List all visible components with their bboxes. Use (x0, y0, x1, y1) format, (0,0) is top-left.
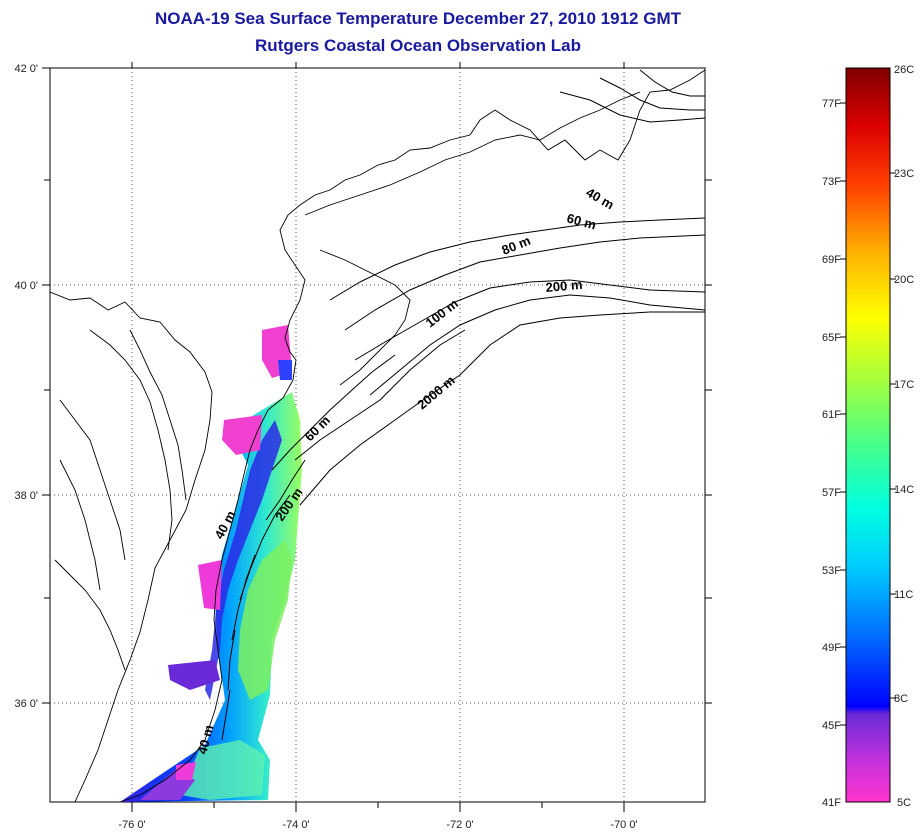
colorbar-c-label: 11C (894, 589, 913, 601)
colorbar-c-label: 5C (897, 797, 911, 809)
colorbar-f-label: 73F (822, 176, 841, 188)
contour-label: 40 m (194, 723, 216, 756)
colorbar-c-label: 26C (894, 64, 914, 76)
lon-tick-labels: -76 0' -74 0' -72 0' -70 0' (118, 819, 637, 831)
contour-label: 60 m (565, 210, 598, 232)
lon-tick-label: -74 0' (282, 819, 309, 831)
lon-tick-label: -70 0' (610, 819, 637, 831)
coastline (50, 69, 705, 802)
colorbar-f-label: 53F (822, 565, 841, 577)
colorbar-c-label: 17C (894, 379, 914, 391)
contour-label: 200 m (545, 277, 583, 295)
lon-tick-label: -76 0' (118, 819, 145, 831)
colorbar-c-label: 23C (894, 168, 914, 180)
lat-tick-label: 38 0' (14, 490, 38, 502)
colorbar: 77F 73F 69F 65F 61F 57F 53F 49F 45F 41F … (822, 64, 914, 809)
lat-tick-label: 40 0' (14, 280, 38, 292)
lon-tick-label: -72 0' (446, 819, 473, 831)
colorbar-f-label: 61F (822, 409, 841, 421)
colorbar-c-label: 20C (894, 274, 914, 286)
lat-tick-label: 36 0' (14, 698, 38, 710)
map-title: NOAA-19 Sea Surface Temperature December… (155, 9, 681, 28)
map-subtitle: Rutgers Coastal Ocean Observation Lab (255, 36, 581, 55)
colorbar-f-label: 57F (822, 487, 841, 499)
colorbar-f-label: 41F (822, 797, 841, 809)
colorbar-f-label: 69F (822, 254, 841, 266)
colorbar-gradient (845, 67, 891, 803)
bathymetry-contours (221, 69, 705, 741)
colorbar-f-label: 45F (822, 720, 841, 732)
lat-tick-label: 42 0' (14, 63, 38, 75)
frame-ticks (42, 62, 712, 812)
colorbar-f-label: 49F (822, 642, 841, 654)
colorbar-f-label: 65F (822, 332, 841, 344)
sst-swath (120, 325, 302, 802)
lat-tick-labels: 42 0' 40 0' 38 0' 36 0' (14, 63, 38, 710)
colorbar-c-label: 8C (894, 693, 908, 705)
colorbar-c-label: 14C (894, 484, 914, 496)
map-frame (49, 67, 706, 803)
colorbar-f-label: 77F (822, 98, 841, 110)
